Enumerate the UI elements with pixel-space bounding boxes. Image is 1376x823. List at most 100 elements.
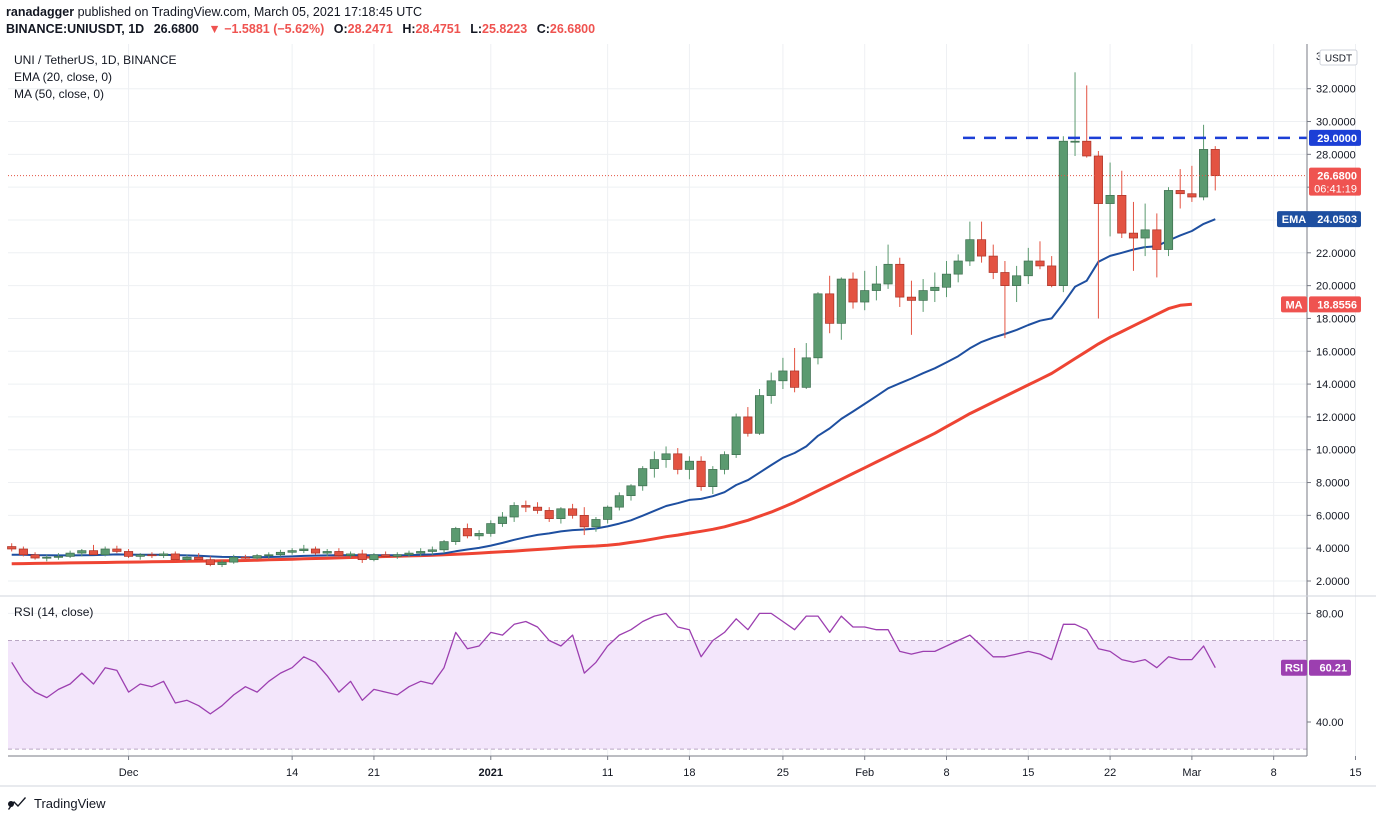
candle[interactable] <box>988 244 998 280</box>
candle[interactable] <box>883 244 893 289</box>
candle[interactable] <box>813 292 823 365</box>
candle[interactable] <box>626 484 636 501</box>
candle[interactable] <box>778 357 788 390</box>
candle[interactable] <box>638 466 648 491</box>
currency-badge[interactable] <box>1319 49 1358 66</box>
legend-rsi[interactable]: RSI (14, close) <box>14 605 94 619</box>
candle[interactable] <box>1093 151 1103 319</box>
candle[interactable] <box>18 546 28 557</box>
candle[interactable] <box>790 347 800 393</box>
candle[interactable] <box>310 546 321 555</box>
legend-ma[interactable]: MA (50, close, 0) <box>14 87 105 101</box>
candle[interactable] <box>462 523 472 539</box>
candle[interactable] <box>217 559 227 568</box>
candle[interactable] <box>743 407 753 437</box>
candle[interactable] <box>299 544 309 554</box>
candle[interactable] <box>100 546 110 557</box>
candle[interactable] <box>649 451 659 478</box>
candle[interactable] <box>1210 146 1220 191</box>
candle[interactable] <box>1035 241 1045 270</box>
candle[interactable] <box>334 548 344 557</box>
candle[interactable] <box>135 553 145 560</box>
candle[interactable] <box>1000 261 1010 339</box>
candle[interactable] <box>252 553 262 560</box>
candle[interactable] <box>53 553 63 560</box>
candle[interactable] <box>1175 169 1185 209</box>
candle[interactable] <box>123 549 134 559</box>
candle[interactable] <box>404 550 414 558</box>
candle[interactable] <box>719 451 730 475</box>
candle[interactable] <box>696 456 706 491</box>
candle[interactable] <box>568 503 578 519</box>
candle[interactable] <box>825 275 835 334</box>
candle[interactable] <box>7 543 17 552</box>
candle[interactable] <box>918 279 928 312</box>
candle[interactable] <box>322 549 332 557</box>
candle[interactable] <box>497 512 508 527</box>
candle[interactable] <box>42 554 52 562</box>
legend-pair[interactable]: UNI / TetherUS, 1D, BINANCE <box>14 53 177 67</box>
candle[interactable] <box>1140 203 1150 257</box>
candle[interactable] <box>112 545 122 554</box>
candle[interactable] <box>1023 247 1033 284</box>
candle[interactable] <box>579 507 589 536</box>
legend-ema[interactable]: EMA (20, close, 0) <box>14 70 113 84</box>
candle[interactable] <box>614 492 624 511</box>
candle[interactable] <box>556 507 566 524</box>
candle[interactable] <box>486 520 496 537</box>
candle[interactable] <box>264 552 274 559</box>
candle[interactable] <box>871 265 881 301</box>
candle[interactable] <box>591 517 601 532</box>
symbol-name[interactable]: BINANCE:UNIUSDT, 1D <box>6 22 145 36</box>
candle[interactable] <box>708 466 718 495</box>
candle[interactable] <box>532 502 543 514</box>
candle[interactable] <box>1187 165 1197 202</box>
candle[interactable] <box>369 553 379 562</box>
candle[interactable] <box>346 551 356 559</box>
candle[interactable] <box>88 544 99 556</box>
candle[interactable] <box>392 552 402 559</box>
candle[interactable] <box>170 551 180 562</box>
candle[interactable] <box>1163 187 1174 257</box>
candle[interactable] <box>941 261 952 298</box>
candle[interactable] <box>159 551 169 559</box>
candle[interactable] <box>439 539 449 554</box>
candle[interactable] <box>240 554 250 561</box>
candle[interactable] <box>801 343 811 390</box>
candle[interactable] <box>1012 265 1022 303</box>
candle[interactable] <box>1128 201 1139 271</box>
candle[interactable] <box>229 554 239 564</box>
candle[interactable] <box>1105 162 1115 237</box>
candle[interactable] <box>182 554 192 562</box>
candle[interactable] <box>147 552 157 559</box>
candle[interactable] <box>1082 85 1092 158</box>
candle[interactable] <box>357 549 367 563</box>
candle[interactable] <box>860 270 870 311</box>
candle[interactable] <box>275 549 286 557</box>
candle[interactable] <box>194 553 204 561</box>
publisher-name[interactable]: ranadagger <box>6 5 75 19</box>
candle[interactable] <box>673 448 683 475</box>
candle[interactable] <box>1047 256 1057 288</box>
candle[interactable] <box>906 280 916 335</box>
candle[interactable] <box>287 548 297 555</box>
candle[interactable] <box>766 372 776 404</box>
footer-brand[interactable]: TradingView <box>6 795 106 811</box>
candle[interactable] <box>731 413 741 458</box>
candle[interactable] <box>848 272 858 309</box>
candle[interactable] <box>684 456 694 480</box>
candle[interactable] <box>205 556 215 567</box>
candle[interactable] <box>544 507 554 522</box>
candle[interactable] <box>603 505 613 524</box>
candle[interactable] <box>427 546 437 555</box>
candle[interactable] <box>1070 72 1080 156</box>
candle[interactable] <box>521 500 531 513</box>
candle[interactable] <box>965 221 975 266</box>
candle[interactable] <box>953 254 963 283</box>
candle[interactable] <box>451 526 461 545</box>
candle[interactable] <box>30 552 40 560</box>
candle[interactable] <box>1152 213 1162 278</box>
candle[interactable] <box>416 548 426 557</box>
candle[interactable] <box>661 446 671 468</box>
